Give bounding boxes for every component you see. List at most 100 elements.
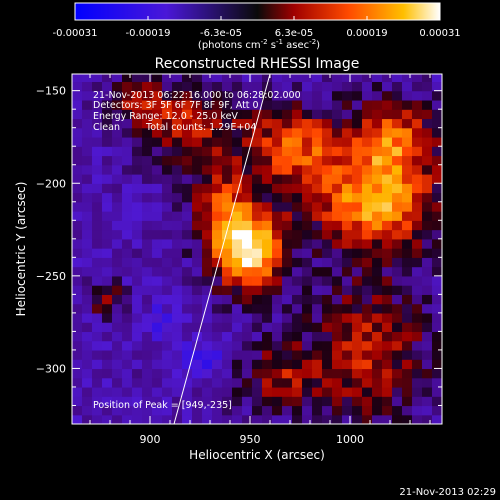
heatmap-cell xyxy=(222,340,233,351)
heatmap-cell xyxy=(312,109,323,120)
heatmap-cell xyxy=(242,285,253,295)
heatmap-cell xyxy=(282,81,293,92)
heatmap-cell xyxy=(412,285,423,295)
heatmap-cell xyxy=(82,285,93,295)
heatmap-cell xyxy=(432,405,442,416)
heatmap-cell xyxy=(372,211,383,221)
heatmap-cell xyxy=(152,136,163,147)
heatmap-cell xyxy=(412,220,423,231)
heatmap-cell xyxy=(102,266,113,277)
heatmap-cell xyxy=(222,248,233,258)
heatmap-cell xyxy=(392,368,403,379)
heatmap-cell xyxy=(132,405,143,416)
heatmap-cell xyxy=(332,174,343,184)
heatmap-cell xyxy=(132,414,143,424)
heatmap-cell xyxy=(392,229,403,240)
heatmap-cell xyxy=(262,127,273,138)
heatmap-cell xyxy=(332,201,343,212)
heatmap-cell xyxy=(262,118,273,129)
heatmap-cell xyxy=(202,155,213,166)
heatmap-cell xyxy=(422,368,433,379)
heatmap-cell xyxy=(122,238,133,249)
heatmap-cell xyxy=(372,257,383,268)
heatmap-cell xyxy=(332,377,343,388)
heatmap-cell xyxy=(82,220,93,231)
heatmap-cell xyxy=(122,136,133,147)
heatmap-cell xyxy=(252,340,263,351)
heatmap-cell xyxy=(322,340,333,351)
heatmap-cell xyxy=(222,81,233,92)
heatmap-cell xyxy=(162,349,173,360)
heatmap-cell xyxy=(282,312,293,323)
info-peak-position: Position of Peak = [949,-235] xyxy=(93,400,232,411)
heatmap-cell xyxy=(422,90,433,101)
heatmap-cell xyxy=(192,405,203,416)
heatmap-cell xyxy=(322,201,333,212)
heatmap-cell xyxy=(202,349,213,360)
heatmap-cell xyxy=(222,99,233,110)
heatmap-cell xyxy=(122,118,133,129)
heatmap-cell xyxy=(392,136,403,147)
heatmap-cell xyxy=(412,386,423,397)
heatmap-cell xyxy=(402,368,413,379)
heatmap-cell xyxy=(392,396,403,407)
heatmap-cell xyxy=(352,414,363,424)
heatmap-cell xyxy=(312,266,323,277)
heatmap-cell xyxy=(202,275,213,286)
heatmap-cell xyxy=(282,359,293,370)
heatmap-cell xyxy=(272,386,283,397)
heatmap-cell xyxy=(412,322,423,333)
heatmap-cell xyxy=(232,238,243,249)
heatmap-cell xyxy=(302,229,313,240)
heatmap-cell xyxy=(302,109,313,120)
heatmap-cell xyxy=(272,349,283,360)
heatmap-cell xyxy=(362,192,373,203)
heatmap-cell xyxy=(232,312,243,323)
heatmap-cell xyxy=(242,294,253,305)
heatmap-cell xyxy=(332,146,343,157)
heatmap-cell xyxy=(302,248,313,258)
heatmap-cell xyxy=(402,118,413,129)
heatmap-cell xyxy=(162,405,173,416)
heatmap-cell xyxy=(212,164,223,175)
heatmap-cell xyxy=(322,396,333,407)
heatmap-cell xyxy=(152,266,163,277)
heatmap-cell xyxy=(132,146,143,157)
heatmap-cell xyxy=(322,414,333,424)
heatmap-cell xyxy=(122,396,133,407)
heatmap-cell xyxy=(412,118,423,129)
heatmap-cell xyxy=(212,248,223,258)
heatmap-cell xyxy=(232,303,243,314)
heatmap-cell xyxy=(92,275,103,286)
heatmap-cell xyxy=(252,405,263,416)
heatmap-cell xyxy=(432,74,442,83)
heatmap-cell xyxy=(182,266,193,277)
heatmap-cell xyxy=(72,155,83,166)
heatmap-cell xyxy=(82,303,93,314)
heatmap-cell xyxy=(182,238,193,249)
heatmap-cell xyxy=(412,99,423,110)
heatmap-cell xyxy=(282,396,293,407)
heatmap-cell xyxy=(172,377,183,388)
heatmap-cell xyxy=(72,118,83,129)
heatmap-cell xyxy=(252,377,263,388)
heatmap-cell xyxy=(272,136,283,147)
heatmap-cell xyxy=(132,192,143,203)
heatmap-cell xyxy=(302,322,313,333)
heatmap-cell xyxy=(362,220,373,231)
heatmap-cell xyxy=(252,368,263,379)
heatmap-cell xyxy=(432,220,442,231)
heatmap-cell xyxy=(142,127,153,138)
heatmap-cell xyxy=(202,396,213,407)
heatmap-cell xyxy=(362,349,373,360)
heatmap-cell xyxy=(142,405,153,416)
heatmap-cell xyxy=(332,248,343,258)
heatmap-cell xyxy=(162,136,173,147)
heatmap-cell xyxy=(172,340,183,351)
heatmap-cell xyxy=(212,294,223,305)
heatmap-cell xyxy=(372,155,383,166)
heatmap-cell xyxy=(412,74,423,83)
heatmap-cell xyxy=(362,174,373,184)
heatmap-cell xyxy=(132,99,143,110)
heatmap-cell xyxy=(182,294,193,305)
